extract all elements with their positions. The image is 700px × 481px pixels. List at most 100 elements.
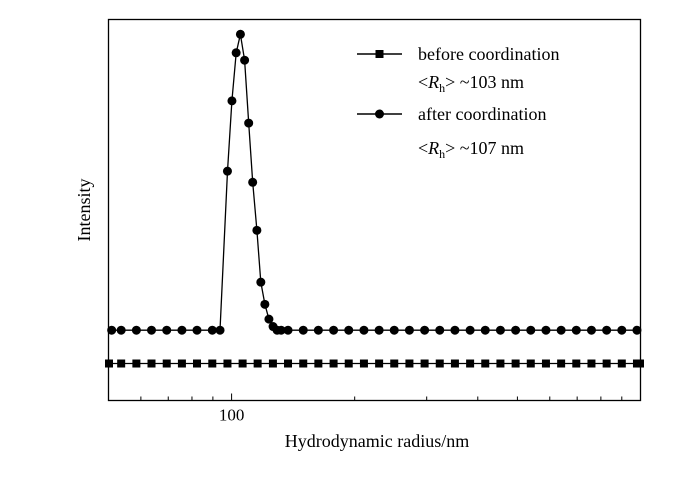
y-axis-label: Intensity	[74, 179, 94, 242]
data-point-square	[208, 359, 217, 368]
data-point-square	[572, 359, 581, 368]
data-point-square	[405, 359, 414, 368]
legend-note-before-suffix: > ~103 nm	[445, 72, 524, 92]
legend-note-after: <Rh> ~107 nm	[418, 138, 524, 161]
data-point-circle	[276, 325, 286, 335]
ticks-group: 100	[140, 393, 623, 425]
data-point-square	[390, 359, 399, 368]
data-point-square	[420, 359, 429, 368]
series-markers-group	[105, 29, 644, 368]
legend-note-before-sub: h	[439, 81, 445, 95]
data-point-circle	[207, 325, 217, 335]
data-point-square	[541, 359, 550, 368]
legend-marker-square	[375, 50, 384, 58]
data-point-circle	[541, 325, 551, 335]
legend-note-after-prefix: <	[418, 138, 428, 158]
data-point-circle	[227, 96, 237, 106]
data-point-circle	[556, 325, 566, 335]
data-point-square	[314, 359, 323, 368]
data-point-circle	[511, 325, 521, 335]
legend-entry-before: before coordination <Rh> ~103 nm	[357, 44, 559, 95]
legend-note-before-symbol: R	[427, 72, 439, 92]
legend-note-after-symbol: R	[427, 138, 439, 158]
data-point-circle	[602, 325, 612, 335]
data-point-circle	[147, 325, 157, 335]
data-point-square	[435, 359, 444, 368]
data-point-circle	[107, 325, 117, 335]
data-point-circle	[420, 325, 430, 335]
plot-frame	[107, 18, 642, 402]
data-point-circle	[480, 325, 490, 335]
data-point-circle	[131, 325, 141, 335]
data-point-circle	[116, 325, 126, 335]
legend-note-after-suffix: > ~107 nm	[445, 138, 524, 158]
data-point-circle	[465, 325, 475, 335]
data-point-circle	[235, 29, 245, 39]
data-point-circle	[359, 325, 369, 335]
data-point-circle	[389, 325, 399, 335]
data-point-square	[450, 359, 459, 368]
data-point-circle	[632, 325, 642, 335]
series-line-1	[111, 34, 637, 331]
data-point-circle	[329, 325, 339, 335]
data-point-square	[105, 359, 113, 368]
data-point-circle	[283, 325, 293, 335]
data-point-square	[223, 359, 232, 368]
data-point-square	[132, 359, 141, 368]
data-point-circle	[240, 55, 250, 65]
data-point-square	[617, 359, 626, 368]
data-point-circle	[222, 166, 232, 176]
data-point-circle	[450, 325, 460, 335]
data-point-circle	[526, 325, 536, 335]
data-point-circle	[298, 325, 308, 335]
data-point-square	[284, 359, 293, 368]
data-point-square	[526, 359, 535, 368]
data-point-circle	[435, 325, 445, 335]
legend: before coordination <Rh> ~103 nm after c…	[357, 44, 559, 161]
data-point-square	[268, 359, 277, 368]
data-point-circle	[264, 314, 274, 324]
data-point-circle	[244, 118, 254, 128]
data-point-circle	[313, 325, 323, 335]
data-point-circle	[260, 299, 270, 309]
data-point-square	[511, 359, 520, 368]
series-lines-group	[109, 34, 640, 365]
legend-note-before: <Rh> ~103 nm	[418, 72, 524, 95]
data-point-circle	[192, 325, 202, 335]
data-point-square	[636, 359, 644, 368]
legend-note-after-sub: h	[439, 147, 445, 161]
data-point-circle	[162, 325, 172, 335]
legend-label-before: before coordination	[418, 44, 559, 64]
data-point-circle	[495, 325, 505, 335]
data-point-square	[557, 359, 566, 368]
data-point-circle	[248, 177, 258, 187]
data-point-square	[587, 359, 596, 368]
data-point-square	[177, 359, 186, 368]
data-point-circle	[215, 325, 225, 335]
data-point-square	[602, 359, 611, 368]
data-point-square	[344, 359, 353, 368]
data-point-square	[147, 359, 156, 368]
data-point-circle	[231, 48, 241, 58]
x-axis-label: Hydrodynamic radius/nm	[285, 431, 469, 451]
data-point-square	[162, 359, 171, 368]
legend-label-after: after coordination	[418, 104, 546, 124]
data-point-circle	[256, 277, 266, 287]
data-point-square	[466, 359, 475, 368]
legend-note-before-prefix: <	[418, 72, 428, 92]
legend-marker-circle	[375, 109, 384, 119]
data-point-square	[481, 359, 490, 368]
data-point-square	[496, 359, 505, 368]
data-point-square	[375, 359, 384, 368]
data-point-square	[192, 359, 201, 368]
data-point-circle	[252, 225, 262, 235]
data-point-square	[329, 359, 338, 368]
data-point-circle	[374, 325, 384, 335]
data-point-square	[299, 359, 308, 368]
data-point-circle	[571, 325, 581, 335]
data-point-square	[359, 359, 368, 368]
data-point-square	[253, 359, 262, 368]
data-point-circle	[177, 325, 187, 335]
data-point-square	[117, 359, 126, 368]
